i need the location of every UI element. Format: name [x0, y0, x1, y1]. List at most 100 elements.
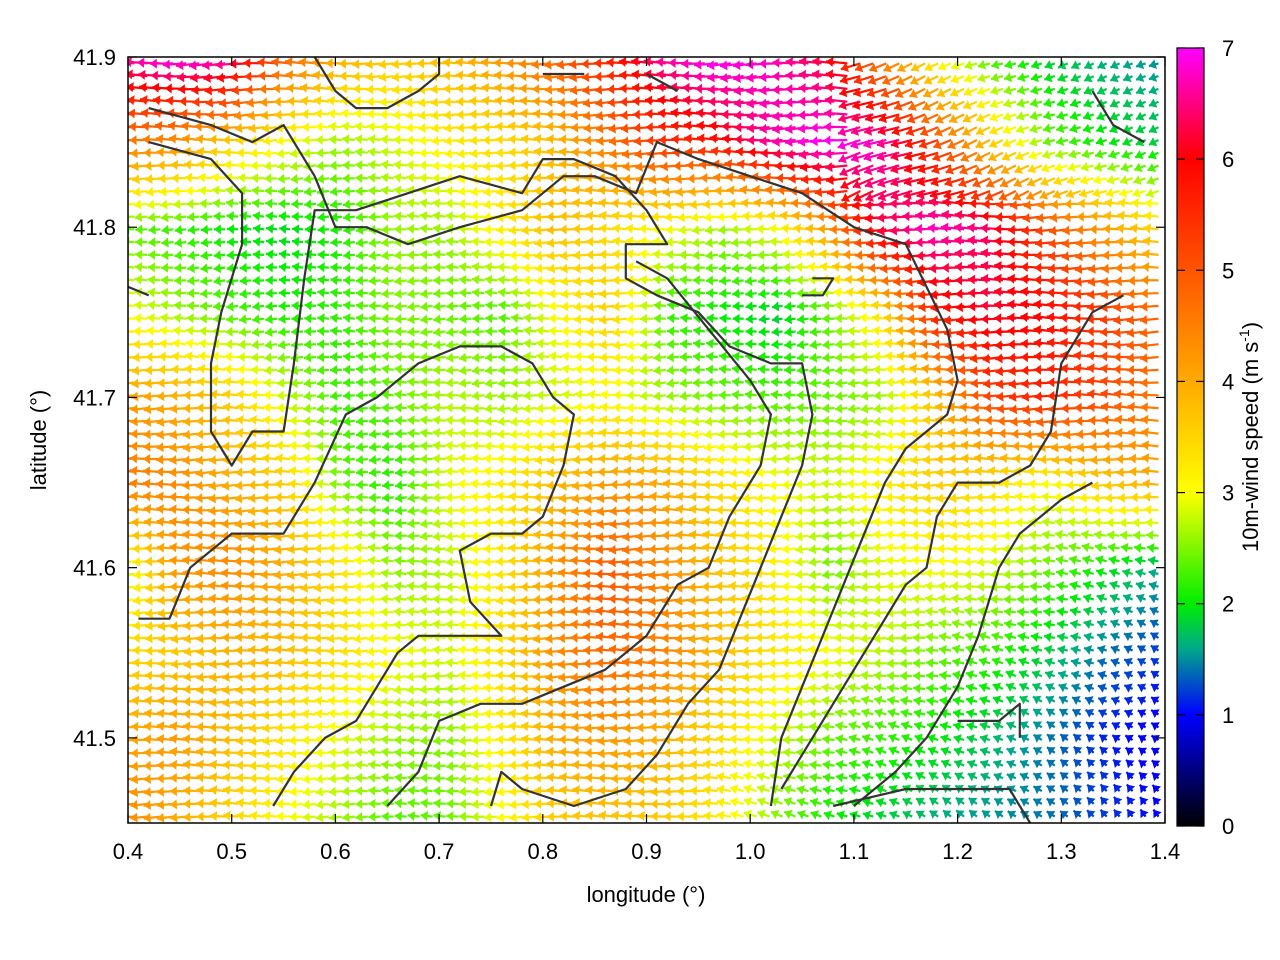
wind-vector-head [1060, 721, 1069, 730]
wind-vector-head [327, 670, 335, 681]
wind-vector-head [221, 480, 230, 491]
wind-vector-head [1060, 734, 1069, 743]
wind-vector-head [1012, 441, 1020, 452]
wind-vector-head [571, 480, 580, 491]
wind-vector-head [509, 441, 517, 452]
wind-vector-head [381, 772, 389, 783]
wind-vector-head [393, 710, 402, 720]
wind-vector-head [118, 722, 125, 732]
wind-vector-head [275, 761, 284, 772]
wind-vector-head [367, 568, 375, 579]
wind-vector-head [558, 734, 566, 745]
wind-vector-head [1073, 759, 1083, 768]
wind-vector-head [597, 493, 605, 504]
wind-vector-head [926, 708, 935, 719]
wind-vector-head [195, 480, 203, 491]
wind-vector-head [381, 530, 389, 541]
wind-vector-head [471, 786, 479, 797]
wind-vector-head [914, 733, 923, 744]
wind-vector-head [1018, 657, 1027, 667]
wind-vector-head [274, 518, 282, 529]
wind-vector-head [635, 607, 642, 618]
wind-vector-head [771, 809, 780, 820]
wind-vector-head [420, 785, 428, 796]
wind-vector-head [1151, 658, 1160, 667]
wind-vector-head [483, 504, 491, 515]
wind-vector-head [381, 811, 389, 822]
wind-vector-head [1020, 772, 1029, 782]
wind-vector-head [979, 734, 989, 744]
wind-vector-head [621, 594, 629, 605]
wind-vector-head [595, 569, 603, 579]
wind-vector-head [195, 455, 204, 466]
wind-vector-head [327, 633, 335, 644]
wind-vector-head [703, 772, 711, 783]
wind-vector-head [545, 555, 554, 566]
wind-vector-head [247, 606, 256, 617]
wind-vector-head [875, 759, 884, 769]
wind-vector-head [860, 608, 868, 618]
wind-vector-head [406, 619, 414, 630]
wind-vector-head [445, 722, 454, 733]
wind-vector-head [340, 621, 348, 631]
wind-vector-head [471, 761, 479, 772]
wind-vector-head [742, 710, 750, 720]
wind-vector-head [808, 466, 816, 477]
wind-vector-head [572, 785, 580, 795]
wind-vector-head [1064, 455, 1073, 466]
wind-vector-head [534, 467, 542, 478]
wind-vector-head [379, 646, 388, 657]
wind-vector-head [262, 736, 270, 746]
wind-vector-head [836, 810, 845, 821]
wind-vector-head [821, 428, 829, 439]
wind-vector-head [183, 646, 192, 657]
wind-vector-head [195, 580, 203, 591]
wind-vector-head [432, 440, 441, 451]
wind-vector-head [993, 734, 1002, 744]
wind-vector-head [171, 646, 179, 657]
wind-vector-head [368, 530, 376, 541]
wind-vector-head [419, 531, 428, 542]
wind-vector-head [470, 722, 478, 733]
wind-vector-head [1102, 428, 1110, 439]
wind-vector-head [300, 570, 308, 580]
wind-vector-head [662, 708, 670, 719]
wind-vector-head [1057, 645, 1066, 655]
wind-vector-head [769, 441, 777, 451]
wind-vector-head [1039, 454, 1047, 465]
wind-vector-head [702, 555, 710, 566]
wind-vector-head [182, 492, 190, 503]
wind-vector-head [623, 466, 632, 476]
wind-vector-head [156, 773, 164, 784]
wind-vector-head [248, 658, 256, 668]
wind-vector-head [196, 811, 204, 822]
wind-vector-head [1070, 619, 1079, 630]
wind-vector-head [635, 518, 643, 529]
wind-vector-head [1044, 632, 1052, 643]
wind-vector-head [1124, 670, 1133, 680]
wind-vector-head [533, 746, 542, 757]
wind-vector-head [313, 633, 321, 644]
wind-vector-head [715, 568, 723, 579]
wind-vector-head [861, 720, 871, 731]
wind-vector-head [394, 518, 402, 529]
wind-vector-head [573, 441, 581, 452]
wind-vector-head [662, 721, 671, 732]
wind-vector-head [1060, 785, 1069, 794]
wind-vector-head [662, 478, 671, 489]
wind-vector-head [380, 684, 388, 695]
wind-vector-head [584, 723, 592, 734]
wind-vector-head [341, 708, 349, 719]
wind-vector-head [470, 453, 479, 464]
wind-vector-head [910, 428, 918, 439]
wind-vector-head [394, 454, 403, 465]
wind-vector-head [950, 568, 958, 579]
wind-vector-head [923, 530, 931, 541]
wind-vector-head [143, 774, 151, 784]
wind-vector-head [221, 580, 229, 591]
wind-vector-head [407, 811, 416, 821]
wind-vector-head [1083, 606, 1092, 617]
wind-vector-head [302, 799, 310, 810]
wind-vector-head [508, 773, 516, 784]
wind-vector-head [648, 632, 656, 643]
